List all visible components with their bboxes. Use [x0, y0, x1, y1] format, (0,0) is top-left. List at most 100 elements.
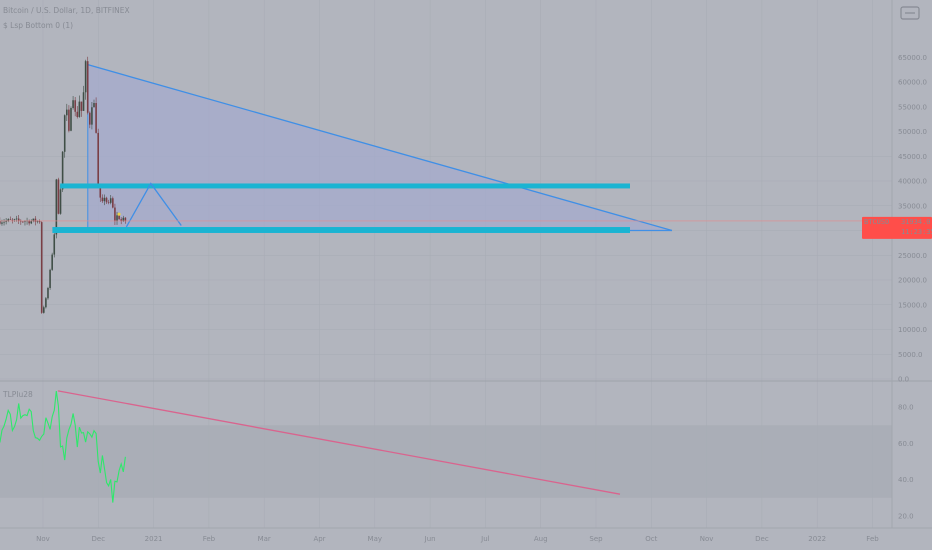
candle-body	[49, 269, 51, 288]
candle-body	[47, 287, 49, 299]
rsi-tick-label: 20.0	[898, 512, 914, 520]
price-tick-label: 40000.0	[898, 178, 927, 186]
chart-settings-icon[interactable]	[900, 6, 920, 20]
candle-body	[80, 101, 83, 111]
candle-body	[59, 189, 62, 214]
candle-body	[30, 220, 33, 224]
candle-body	[57, 179, 60, 214]
rsi-tick-label: 80.0	[898, 404, 914, 412]
descending-triangle-drawing[interactable]	[56, 64, 673, 233]
candle-body	[24, 221, 26, 222]
candle-body	[124, 217, 127, 222]
price-badge-box	[862, 216, 932, 239]
candle-body	[34, 218, 37, 222]
time-tick-label: Mar	[258, 535, 271, 543]
candle-body	[116, 215, 118, 222]
candle-body	[42, 307, 45, 313]
candle-body	[86, 61, 89, 113]
time-tick-label: Feb	[866, 535, 879, 543]
candle-body	[101, 197, 104, 202]
projection-path[interactable]	[125, 182, 182, 228]
candle-body	[82, 92, 85, 111]
candle-body	[55, 179, 58, 235]
time-tick-label: Dec	[755, 535, 769, 543]
candle-body	[91, 107, 93, 125]
candle-body	[61, 151, 64, 190]
oscillator-axis-ticks: 80.0 60.0 40.0 20.0	[898, 404, 914, 521]
oscillator-line	[0, 390, 621, 503]
candle-body	[84, 61, 87, 93]
triangle-resistance-line	[87, 64, 673, 232]
time-tick-label: Jul	[480, 535, 490, 543]
candle-body	[114, 207, 116, 222]
candle-body	[74, 100, 76, 112]
candle-body	[32, 218, 35, 221]
candle-body	[72, 100, 74, 109]
symbol-legend[interactable]: Bitcoin / U.S. Dollar, 1D, BITFINEX	[3, 6, 130, 15]
candle-body	[53, 234, 56, 255]
candle-body	[51, 254, 53, 270]
projection-zigzag	[125, 182, 182, 228]
candle-body	[38, 220, 41, 223]
price-badge: BTCUSD 31934.0 11:23:35	[862, 216, 932, 239]
candle-body	[9, 219, 12, 220]
candle-body	[13, 219, 16, 220]
price-badge-countdown: 11:23:35	[901, 228, 932, 236]
candle-body	[15, 218, 18, 220]
time-axis-ticks: Nov Dec 2021 Feb Mar Apr May Jun Jul Aug Sep Oct Nov…	[36, 535, 879, 543]
price-tick-label: 20000.0	[898, 277, 927, 285]
time-tick-label: 2021	[145, 535, 163, 543]
price-tick-label: 50000.0	[898, 128, 927, 136]
oscillator-legend[interactable]: TLPIu28	[3, 390, 33, 399]
price-tick-label: 5000.0	[898, 351, 923, 359]
time-tick-label: Feb	[203, 535, 216, 543]
candle-body	[89, 112, 91, 125]
rsi-tick-label: 40.0	[898, 476, 914, 484]
support-zone	[52, 227, 630, 233]
candle-body	[122, 217, 125, 222]
time-tick-label: Nov	[700, 535, 714, 543]
candle-body	[99, 187, 102, 198]
candle-body	[97, 132, 99, 188]
rsi-tick-label: 60.0	[898, 440, 914, 448]
candle-body	[109, 198, 112, 203]
candle-body	[45, 298, 47, 308]
time-tick-label: 2022	[808, 535, 826, 543]
time-tick-label: Aug	[534, 535, 548, 543]
candle-body	[22, 221, 24, 223]
candle-body	[28, 220, 30, 224]
time-tick-label: Jun	[424, 535, 436, 543]
candle-body	[40, 222, 43, 313]
price-axis-ticks: 45000.040000.035000.030000.025000.020000…	[898, 54, 927, 384]
candle-body	[1, 222, 3, 224]
candle-body	[70, 108, 72, 131]
price-tick-label: 45000.0	[898, 153, 927, 161]
candle-body	[112, 198, 114, 208]
price-tick-label: 15000.0	[898, 301, 927, 309]
indicator-legend[interactable]: $ Lsp Bottom 0 (1)	[3, 21, 74, 30]
price-tick-label: 10000.0	[898, 326, 927, 334]
candle-body	[103, 197, 106, 202]
price-tick-label: 25000.0	[898, 252, 927, 260]
candlestick-series	[0, 56, 127, 314]
time-tick-label: Nov	[36, 535, 50, 543]
candle-body	[107, 202, 110, 203]
candle-body	[5, 220, 7, 222]
candle-body	[105, 197, 108, 203]
candle-body	[63, 115, 66, 152]
price-tick-label: 65000.0	[898, 54, 927, 62]
candle-body	[78, 101, 81, 117]
candle-body	[11, 219, 14, 221]
marker-dot	[117, 212, 121, 216]
price-tick-label: 35000.0	[898, 202, 927, 210]
price-badge-value: 31934.0	[901, 218, 931, 226]
time-tick-label: Dec	[92, 535, 106, 543]
resistance-zone	[60, 183, 630, 189]
time-tick-label: Oct	[645, 535, 657, 543]
candle-body	[120, 219, 122, 222]
time-tick-label: May	[368, 535, 382, 543]
support-resistance-zones[interactable]	[52, 183, 630, 233]
time-tick-label: Sep	[589, 535, 603, 543]
price-tick-label: 60000.0	[898, 79, 927, 87]
